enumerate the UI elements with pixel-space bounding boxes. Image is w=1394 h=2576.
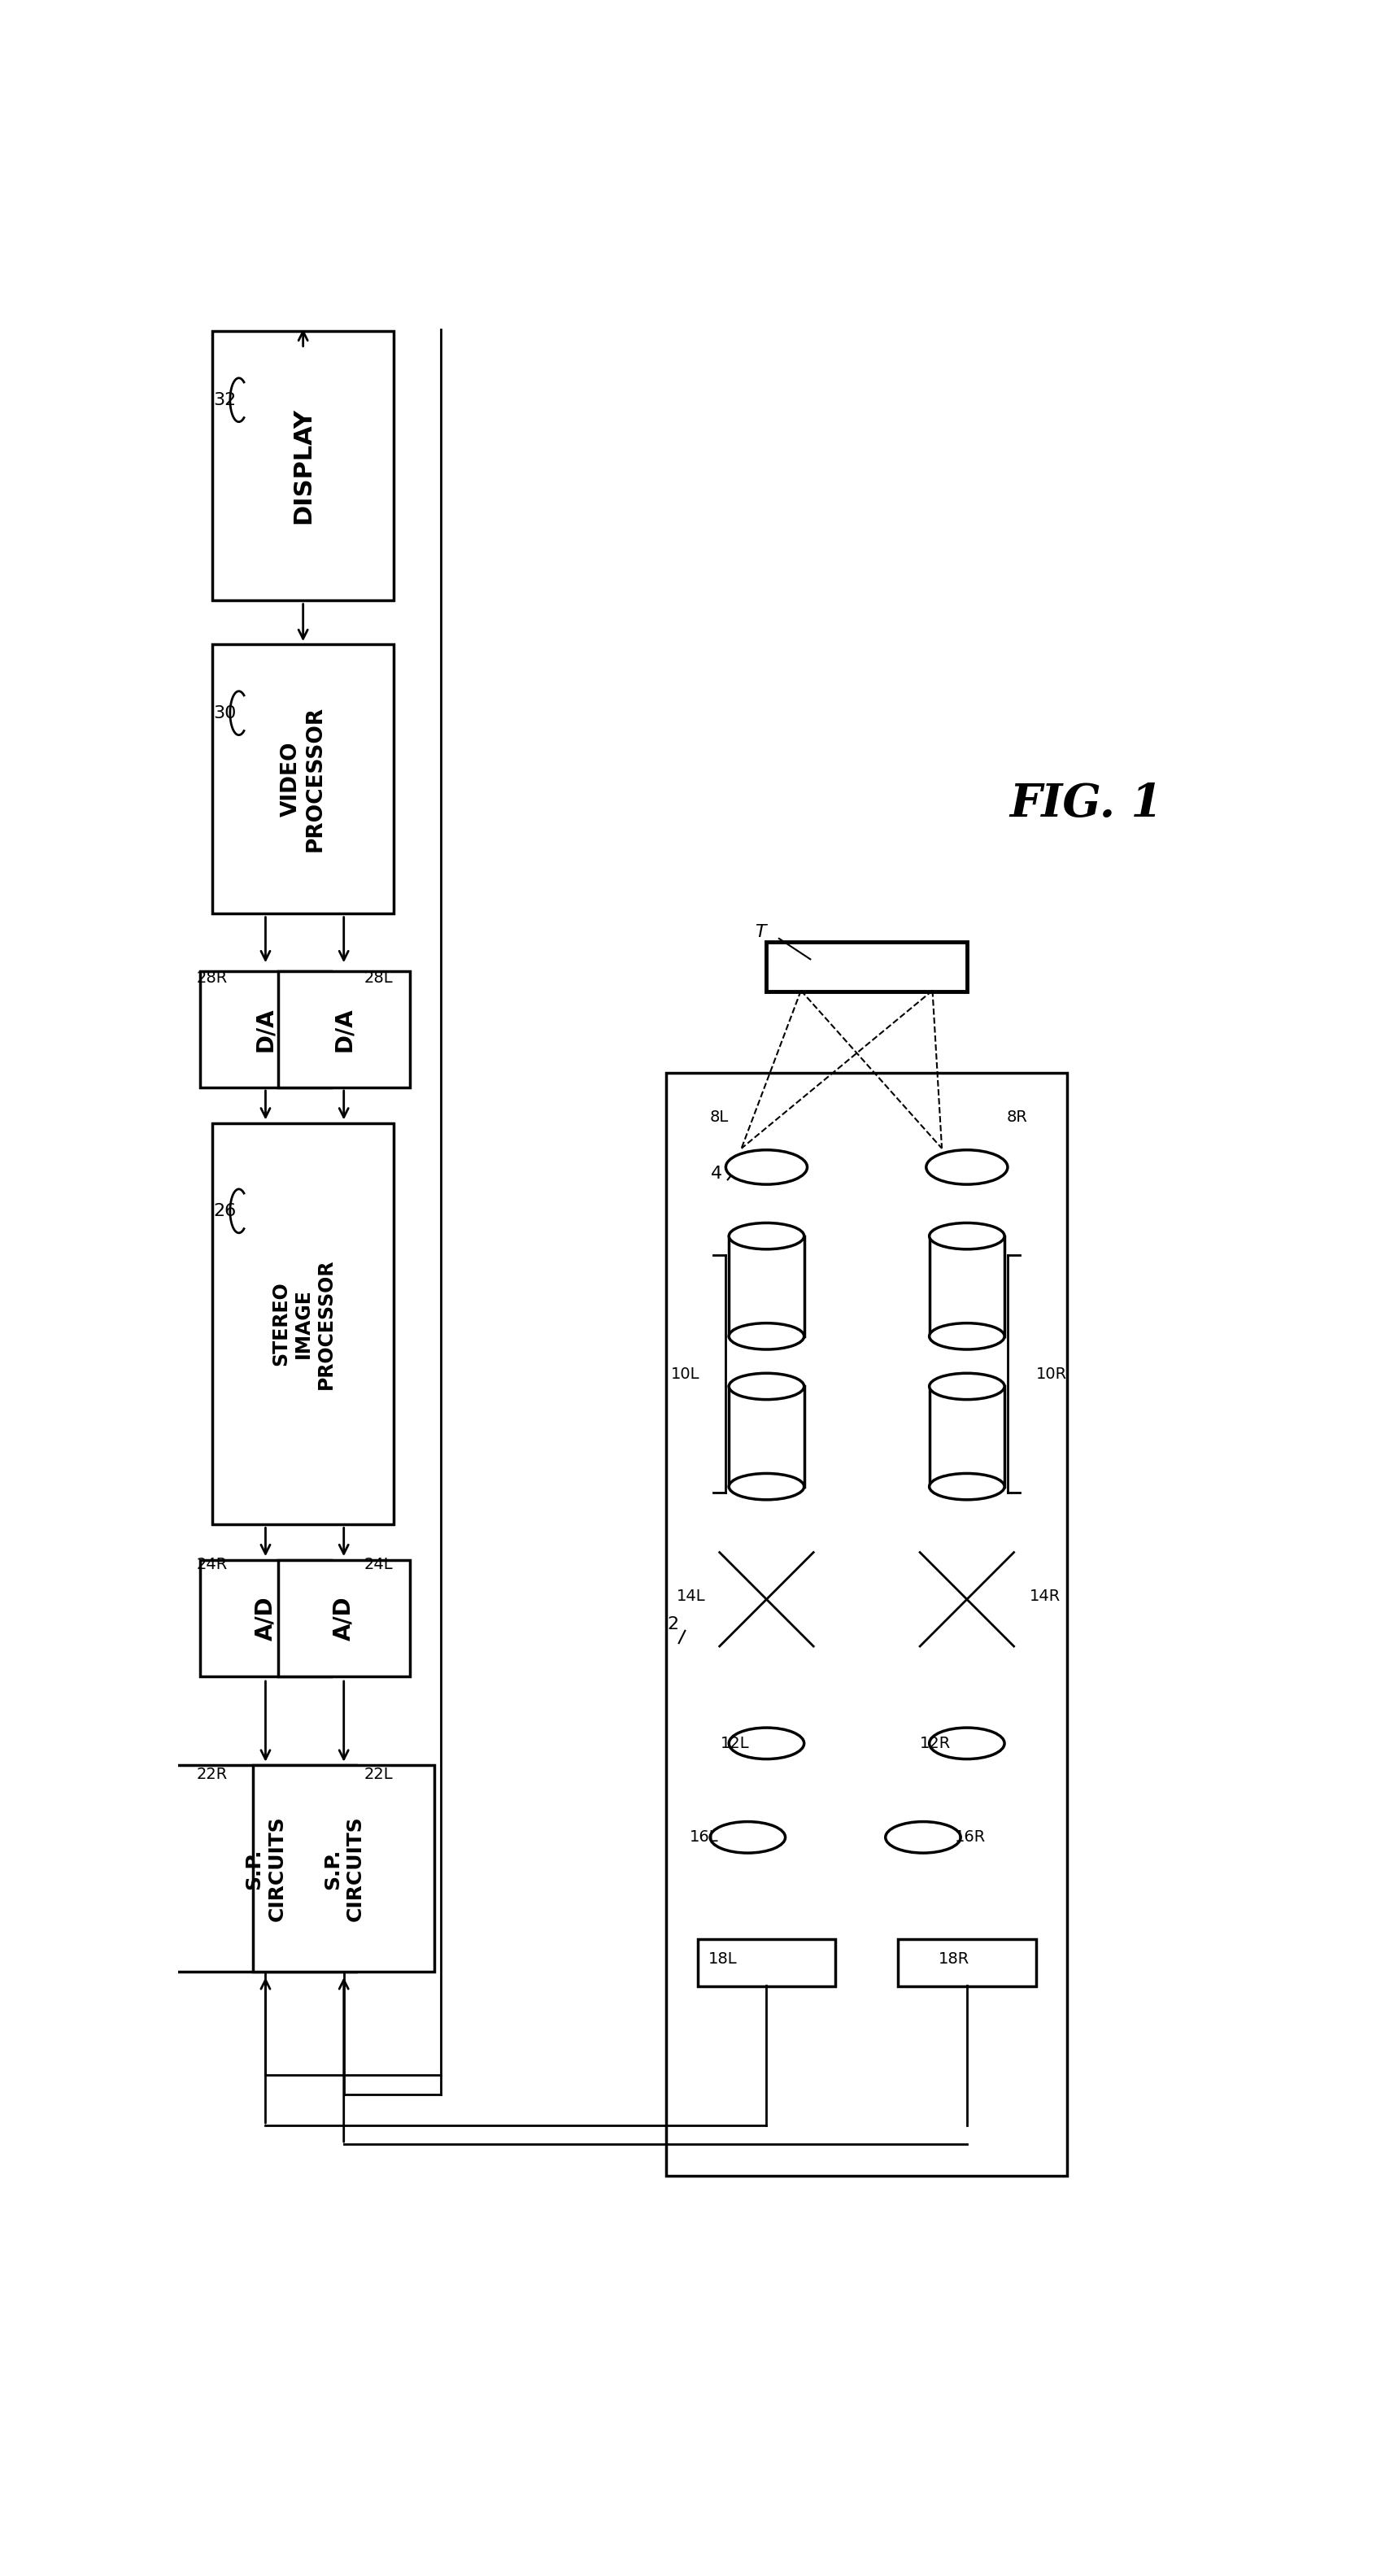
Bar (252, 1765, 435, 1973)
Bar (666, 1074, 1066, 2177)
Ellipse shape (729, 1473, 803, 1499)
Bar (212, 644, 393, 914)
Text: A/D: A/D (254, 1597, 277, 1641)
Ellipse shape (710, 1821, 785, 1852)
Bar (767, 943, 966, 992)
Text: S.P.
CIRCUITS: S.P. CIRCUITS (244, 1816, 286, 1922)
Text: 18L: 18L (708, 1953, 736, 1968)
Text: 16L: 16L (689, 1829, 718, 1844)
Text: A/D: A/D (332, 1597, 355, 1641)
Ellipse shape (928, 1373, 1004, 1399)
Bar (928, 1236, 1004, 1337)
Text: 12R: 12R (920, 1736, 951, 1752)
Text: 10R: 10R (1036, 1365, 1066, 1381)
Text: FIG. 1: FIG. 1 (1009, 781, 1161, 827)
Ellipse shape (928, 1224, 1004, 1249)
Text: 4: 4 (711, 1164, 722, 1182)
Bar (928, 1386, 1004, 1486)
Ellipse shape (729, 1324, 803, 1350)
Ellipse shape (729, 1224, 803, 1249)
Text: 22L: 22L (364, 1767, 393, 1783)
Bar (212, 1123, 393, 1525)
Text: 18R: 18R (938, 1953, 969, 1968)
Ellipse shape (928, 1473, 1004, 1499)
Text: DISPLAY: DISPLAY (291, 407, 315, 523)
Bar (729, 1236, 803, 1337)
Text: D/A: D/A (254, 1007, 277, 1051)
Ellipse shape (928, 1728, 1004, 1759)
Bar (174, 1765, 355, 1973)
Ellipse shape (725, 1149, 807, 1185)
Ellipse shape (729, 1373, 803, 1399)
Bar (199, 1561, 330, 1677)
Bar (277, 971, 410, 1087)
Text: 26: 26 (213, 1203, 236, 1218)
Ellipse shape (926, 1149, 1006, 1185)
Bar (729, 1386, 803, 1486)
Text: 10L: 10L (671, 1365, 700, 1381)
Text: STEREO
IMAGE
PROCESSOR: STEREO IMAGE PROCESSOR (270, 1260, 336, 1388)
Ellipse shape (729, 1728, 803, 1759)
Text: 2: 2 (666, 1615, 677, 1633)
Text: 12L: 12L (721, 1736, 749, 1752)
Text: D/A: D/A (332, 1007, 355, 1051)
Text: 24R: 24R (197, 1556, 227, 1571)
Text: 8L: 8L (710, 1110, 729, 1126)
Bar (212, 332, 393, 600)
Text: 14L: 14L (676, 1589, 705, 1605)
Text: T: T (754, 925, 765, 940)
Ellipse shape (928, 1324, 1004, 1350)
Text: 32: 32 (213, 392, 236, 407)
Text: 22R: 22R (197, 1767, 227, 1783)
Bar (898, 1940, 1036, 1986)
Bar (199, 971, 330, 1087)
Ellipse shape (885, 1821, 960, 1852)
Bar (697, 1940, 835, 1986)
Text: 8R: 8R (1006, 1110, 1027, 1126)
Text: VIDEO
PROCESSOR: VIDEO PROCESSOR (280, 706, 326, 853)
Text: 16R: 16R (953, 1829, 986, 1844)
Text: 30: 30 (213, 706, 236, 721)
Text: 14R: 14R (1029, 1589, 1059, 1605)
Bar (277, 1561, 410, 1677)
Text: S.P.
CIRCUITS: S.P. CIRCUITS (322, 1816, 365, 1922)
Text: 28R: 28R (197, 971, 227, 987)
Text: 28L: 28L (364, 971, 393, 987)
Text: 24L: 24L (364, 1556, 393, 1571)
